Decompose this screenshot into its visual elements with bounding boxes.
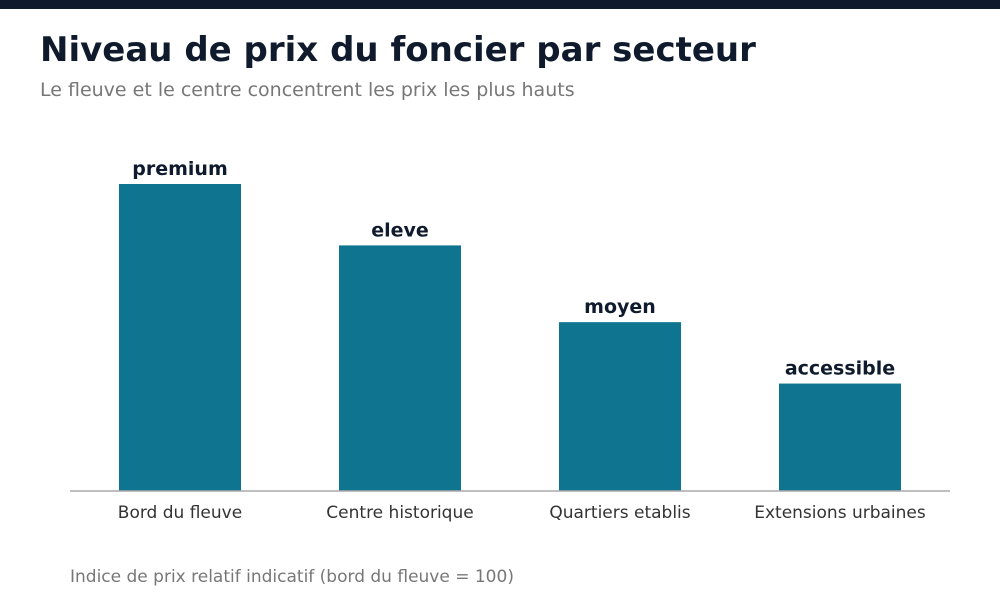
bars-group [119, 184, 901, 491]
bar-1 [119, 184, 241, 491]
x-tick-label-2: Centre historique [326, 503, 473, 523]
top-accent-bar [0, 0, 1000, 9]
value-label-2: eleve [371, 219, 429, 241]
chart-subtitle: Le fleuve et le centre concentrent les p… [40, 79, 575, 101]
x-tick-label-3: Quartiers etablis [549, 503, 690, 523]
chart-footnote: Indice de prix relatif indicatif (bord d… [70, 567, 514, 587]
bar-3 [559, 322, 681, 491]
bar-2 [339, 245, 461, 491]
x-tick-label-1: Bord du fleuve [118, 503, 242, 523]
bar-4 [779, 383, 901, 491]
x-tick-labels-group: Bord du fleuve Centre historique Quartiers… [118, 503, 926, 523]
x-tick-label-4: Extensions urbaines [754, 503, 926, 523]
value-label-1: premium [132, 158, 228, 180]
value-label-4: accessible [785, 358, 895, 380]
value-labels-group: premium eleve moyen accessible [132, 158, 895, 380]
chart-title: Niveau de prix du foncier par secteur [40, 30, 756, 70]
value-label-3: moyen [584, 296, 656, 318]
